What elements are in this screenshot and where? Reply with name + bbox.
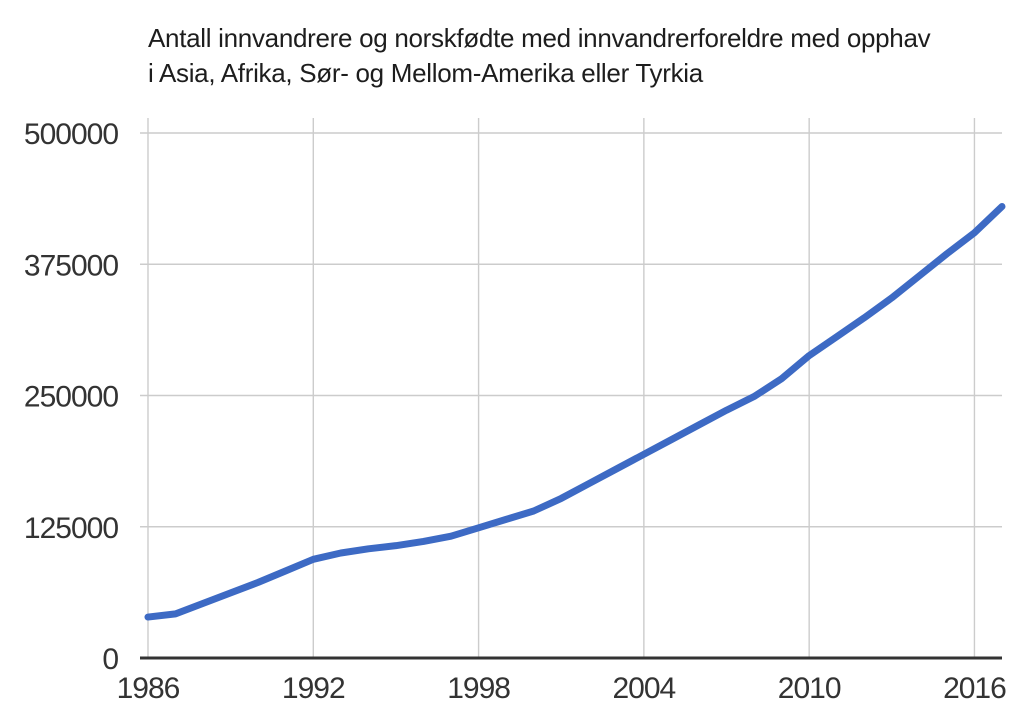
chart-title-line-1: Antall innvandrere og norskfødte med inn…: [148, 23, 931, 53]
x-tick-label-1998: 1998: [447, 672, 510, 705]
x-tick-label-1986: 1986: [117, 672, 180, 705]
x-tick-label-2016: 2016: [943, 672, 1006, 705]
x-tick-label-2004: 2004: [612, 672, 675, 705]
y-tick-label-0: 0: [102, 643, 118, 676]
x-tick-label-1992: 1992: [282, 672, 345, 705]
y-tick-label-500000: 500000: [24, 118, 118, 151]
y-tick-label-125000: 125000: [24, 512, 118, 545]
chart-title: Antall innvandrere og norskfødte med inn…: [148, 21, 931, 91]
x-tick-label-2010: 2010: [778, 672, 841, 705]
y-tick-label-375000: 375000: [24, 249, 118, 282]
chart-title-line-2: i Asia, Afrika, Sør- og Mellom-Amerika e…: [148, 58, 703, 88]
data-series-line: [144, 203, 1006, 621]
y-tick-label-250000: 250000: [24, 381, 118, 414]
